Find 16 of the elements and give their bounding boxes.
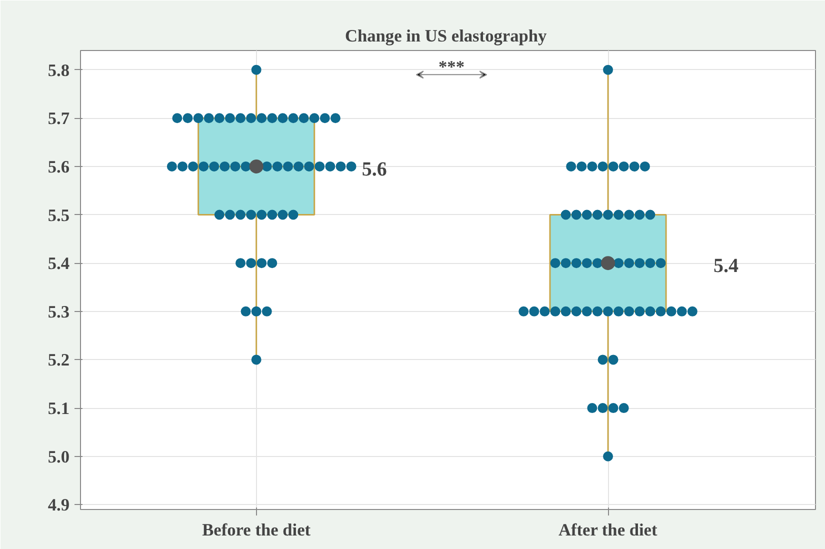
x-tick-label: Before the diet (202, 520, 311, 540)
y-tick-label: 5.1 (48, 399, 70, 418)
x-tick-label: After the diet (558, 520, 658, 540)
annotation: *** (438, 58, 465, 76)
chart-title: Change in US elastography (344, 26, 548, 46)
y-tick-label: 5.0 (48, 447, 70, 466)
y-tick-label: 5.3 (48, 302, 70, 322)
y-tick-label: 5.6 (48, 157, 70, 176)
annotation: 5.4 (714, 255, 739, 278)
y-tick-label: 5.8 (48, 60, 70, 80)
y-tick-label: 5.7 (48, 109, 70, 128)
y-tick-label: 5.4 (48, 254, 70, 274)
y-tick-label: 4.9 (48, 496, 70, 515)
y-tick-label: 5.2 (48, 350, 70, 370)
y-tick-label: 5.5 (48, 206, 70, 225)
annotation: 5.6 (362, 158, 387, 180)
